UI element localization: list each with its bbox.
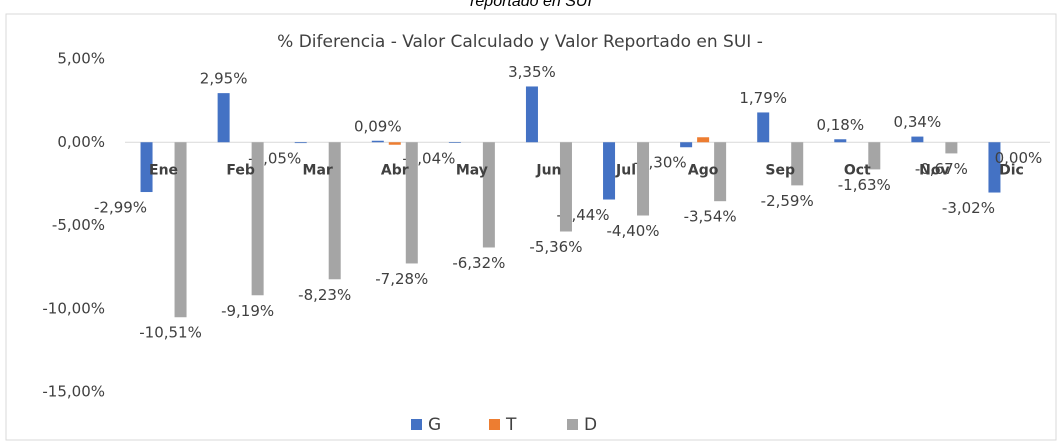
bar	[251, 142, 264, 296]
x-tick-label: Feb	[226, 162, 255, 178]
legend-swatch	[411, 419, 422, 430]
bar	[294, 142, 307, 144]
bar	[405, 142, 418, 264]
data-label: 0,18%	[816, 116, 864, 134]
bar	[791, 142, 804, 186]
bar	[834, 139, 847, 143]
y-tick-label: -15,00%	[42, 383, 105, 401]
x-tick-label: Ago	[688, 162, 719, 178]
x-tick-label: Mar	[303, 162, 333, 178]
bar	[637, 142, 650, 216]
caption: reportado en SUI	[470, 0, 592, 10]
bar	[945, 142, 958, 154]
legend-label: G	[428, 415, 441, 435]
bar	[680, 142, 693, 148]
x-tick-label: Ene	[149, 162, 178, 178]
data-label: -0,67%	[915, 160, 968, 178]
bar	[697, 137, 710, 143]
data-label: -7,28%	[375, 270, 428, 288]
bar	[911, 136, 924, 143]
chart-title: % Diferencia - Valor Calculado y Valor R…	[277, 32, 763, 52]
bar	[603, 142, 616, 200]
data-label: 0,34%	[894, 113, 942, 131]
data-label: -9,19%	[221, 302, 274, 320]
bar	[559, 142, 572, 232]
data-label: -10,51%	[139, 324, 202, 342]
bar	[482, 142, 495, 248]
x-tick-label: Jun	[535, 162, 561, 178]
y-tick-label: -5,00%	[52, 216, 105, 234]
data-label: -5,36%	[529, 238, 582, 256]
x-tick-label: Abr	[381, 162, 409, 178]
data-label: 1,79%	[739, 89, 787, 107]
data-label: 0,09%	[354, 117, 402, 135]
bar	[868, 142, 881, 170]
legend-label: T	[505, 415, 517, 435]
data-label: 3,35%	[508, 63, 556, 81]
legend-swatch	[489, 419, 500, 430]
y-tick-label: 0,00%	[57, 133, 105, 151]
legend-swatch	[567, 419, 578, 430]
bar	[757, 112, 770, 143]
data-label: -3,02%	[942, 199, 995, 217]
data-label: 0,00%	[995, 149, 1043, 167]
bar	[174, 142, 187, 318]
bar	[328, 142, 341, 280]
bar	[714, 142, 727, 202]
x-tick-label: Sep	[765, 162, 795, 178]
x-tick-label: Dic	[999, 162, 1024, 178]
x-tick-label: Nov	[919, 162, 949, 178]
bar	[140, 142, 153, 193]
data-label: -3,54%	[684, 208, 737, 226]
data-label: -8,23%	[298, 286, 351, 304]
y-tick-label: 5,00%	[57, 50, 105, 68]
data-label: -2,99%	[94, 199, 147, 217]
bar	[217, 93, 230, 143]
legend-label: D	[584, 415, 597, 435]
data-label: -6,32%	[452, 254, 505, 272]
x-tick-label: Jul	[615, 162, 636, 178]
data-label: -4,40%	[607, 222, 660, 240]
x-tick-label: Oct	[844, 162, 871, 178]
bar	[448, 142, 461, 143]
bar	[371, 140, 384, 143]
bar	[388, 142, 401, 145]
data-label: -2,59%	[761, 192, 814, 210]
bar	[525, 86, 538, 143]
data-label: -1,63%	[838, 176, 891, 194]
x-tick-label: May	[456, 162, 488, 178]
y-tick-label: -10,00%	[42, 299, 105, 317]
data-label: 2,95%	[200, 70, 248, 88]
bar	[988, 142, 1001, 193]
